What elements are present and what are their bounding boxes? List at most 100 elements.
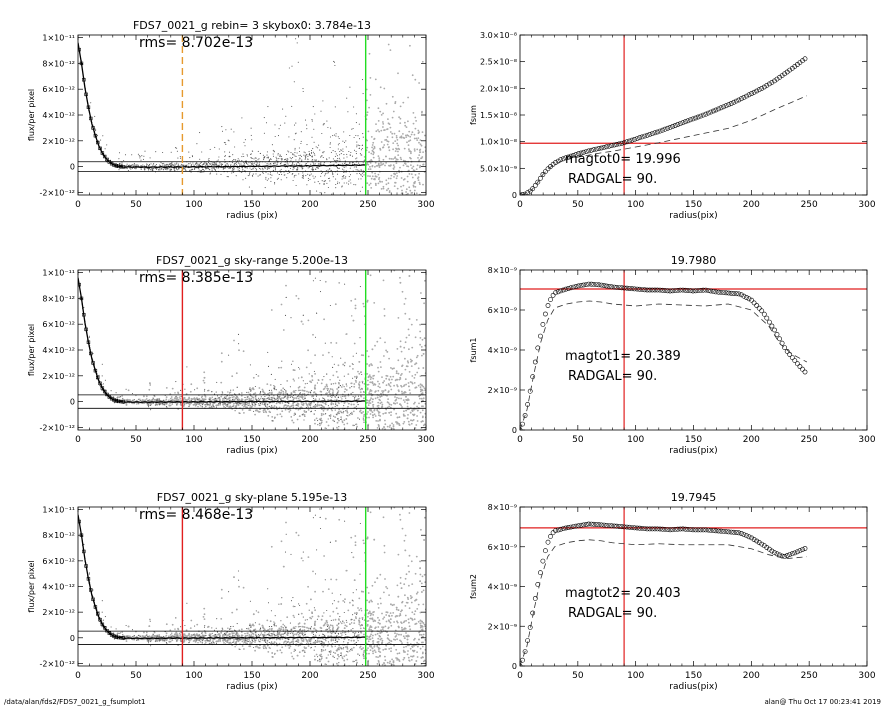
- scatter-point: [149, 157, 151, 159]
- scatter-point: [342, 175, 344, 177]
- scatter-point-gray: [352, 410, 355, 413]
- scatter-point-gray: [395, 136, 398, 139]
- scatter-point: [230, 164, 232, 167]
- scatter-point: [255, 169, 258, 171]
- scatter-point-gray: [150, 402, 153, 405]
- scatter-point: [306, 153, 308, 155]
- scatter-point-gray: [413, 137, 416, 140]
- scatter-point-gray: [391, 437, 393, 439]
- scatter-point-gray: [408, 465, 410, 467]
- scatter-point: [280, 383, 282, 386]
- scatter-point: [224, 151, 226, 153]
- scatter-point-gray: [400, 385, 403, 388]
- scatter-point: [151, 168, 153, 170]
- scatter-point: [237, 158, 239, 160]
- scatter-point-gray: [374, 182, 377, 185]
- scatter-point: [270, 373, 272, 375]
- scatter-point: [358, 147, 361, 149]
- scatter-point: [314, 410, 316, 412]
- scatter-point-gray: [343, 423, 346, 426]
- scatter-point: [127, 170, 129, 172]
- scatter-point: [343, 141, 346, 143]
- scatter-point: [199, 165, 201, 167]
- scatter-point-gray: [416, 212, 418, 214]
- scatter-point-gray: [238, 349, 240, 352]
- scatter-point-gray: [282, 392, 285, 394]
- scatter-point-gray: [198, 399, 201, 401]
- scatter-point: [319, 192, 321, 194]
- scatter-point: [262, 167, 264, 169]
- scatter-point: [263, 399, 265, 401]
- scatter-point: [291, 65, 293, 67]
- scatter-point: [137, 164, 139, 166]
- scatter-point-gray: [406, 444, 408, 446]
- scatter-point: [257, 159, 259, 161]
- scatter-point-gray: [380, 401, 383, 404]
- scatter-point: [174, 392, 176, 394]
- scatter-point: [121, 162, 123, 164]
- scatter-point: [297, 167, 299, 169]
- scatter-point: [152, 164, 154, 166]
- scatter-point-gray: [386, 136, 389, 138]
- profile-marker: [78, 47, 81, 52]
- scatter-point-gray: [412, 456, 414, 458]
- scatter-point-gray: [252, 387, 254, 389]
- scatter-point: [340, 418, 342, 420]
- scatter-point: [337, 183, 339, 185]
- scatter-point: [362, 162, 364, 164]
- scatter-point-gray: [408, 140, 410, 143]
- scatter-point: [306, 184, 308, 186]
- scatter-point-gray: [419, 411, 422, 414]
- scatter-point: [233, 169, 235, 171]
- scatter-point: [141, 155, 143, 157]
- scatter-point-gray: [354, 688, 356, 690]
- scatter-point-gray: [220, 381, 223, 384]
- scatter-point-gray: [350, 392, 353, 395]
- scatter-point-gray: [376, 216, 378, 218]
- scatter-point-gray: [406, 417, 409, 420]
- scatter-point-gray: [292, 421, 295, 424]
- scatter-point-gray: [390, 158, 393, 160]
- scatter-point-gray: [401, 210, 403, 212]
- scatter-point-gray: [387, 140, 390, 143]
- scatter-point: [196, 143, 198, 145]
- scatter-point: [334, 409, 336, 411]
- scatter-point-gray: [373, 413, 376, 416]
- scatter-point-gray: [396, 148, 398, 151]
- scatter-point-gray: [264, 410, 267, 413]
- scatter-point: [263, 117, 265, 119]
- scatter-point: [126, 399, 128, 401]
- scatter-point: [299, 154, 301, 156]
- scatter-point-gray: [220, 352, 223, 355]
- scatter-point-gray: [275, 402, 278, 405]
- scatter-point-gray: [402, 676, 404, 678]
- scatter-point-gray: [331, 409, 333, 412]
- scatter-point: [279, 154, 281, 156]
- scatter-point: [251, 157, 253, 159]
- scatter-point-gray: [400, 136, 403, 139]
- scatter-point-gray: [376, 165, 379, 167]
- scatter-point-gray: [377, 173, 380, 176]
- scatter-point: [139, 157, 141, 159]
- scatter-point-gray: [253, 393, 255, 395]
- scatter-point-gray: [387, 434, 389, 436]
- scatter-point-gray: [366, 182, 369, 185]
- scatter-point: [264, 187, 266, 189]
- scatter-point-gray: [353, 403, 355, 406]
- scatter-point: [335, 187, 337, 189]
- scatter-point-gray: [395, 172, 398, 175]
- scatter-point: [152, 397, 154, 399]
- scatter-point: [180, 395, 182, 397]
- scatter-point-gray: [382, 390, 385, 392]
- scatter-point: [212, 405, 214, 407]
- scatter-point: [113, 397, 115, 399]
- scatter-point: [115, 392, 117, 394]
- scatter-point-gray: [358, 383, 360, 385]
- profile-marker: [112, 163, 116, 167]
- scatter-point-gray: [424, 389, 426, 392]
- scatter-point-gray: [411, 346, 414, 349]
- scatter-point-gray: [262, 410, 265, 412]
- profile-marker: [84, 327, 88, 332]
- scatter-point: [292, 154, 294, 156]
- scatter-point-gray: [408, 389, 411, 391]
